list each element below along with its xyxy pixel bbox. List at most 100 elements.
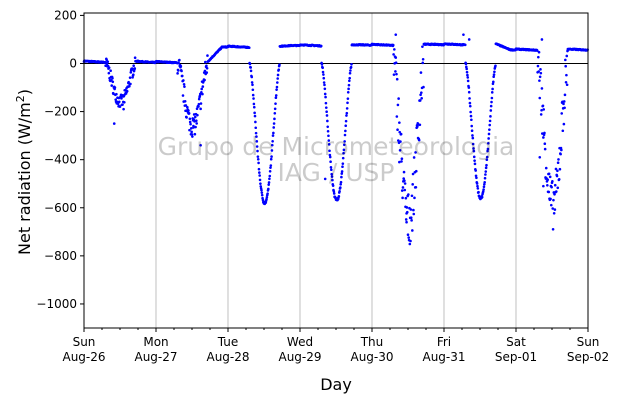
data-point bbox=[276, 81, 279, 84]
data-point bbox=[330, 168, 333, 172]
data-point bbox=[347, 87, 350, 91]
data-point bbox=[542, 184, 545, 188]
data-point bbox=[341, 162, 345, 165]
data-point bbox=[274, 94, 278, 97]
data-point bbox=[420, 96, 423, 100]
data-point bbox=[252, 105, 256, 109]
data-point bbox=[187, 109, 190, 112]
data-point bbox=[338, 190, 341, 193]
data-point bbox=[194, 125, 197, 129]
data-point bbox=[488, 123, 492, 127]
data-point bbox=[564, 58, 567, 62]
data-point bbox=[267, 181, 271, 184]
data-point bbox=[476, 187, 480, 190]
data-point bbox=[343, 133, 347, 137]
data-point bbox=[419, 71, 423, 74]
data-point bbox=[324, 95, 327, 99]
data-point bbox=[129, 71, 133, 74]
data-point bbox=[492, 73, 496, 76]
data-point bbox=[549, 197, 552, 201]
data-point bbox=[332, 192, 336, 195]
data-point bbox=[480, 195, 484, 199]
data-point bbox=[190, 130, 193, 134]
data-point bbox=[269, 157, 273, 161]
data-point bbox=[133, 56, 137, 60]
data-point bbox=[250, 75, 254, 79]
data-point bbox=[539, 71, 543, 75]
data-point bbox=[348, 71, 352, 75]
data-point bbox=[349, 69, 352, 72]
data-point bbox=[405, 220, 408, 224]
data-point bbox=[201, 85, 205, 88]
data-point bbox=[342, 151, 345, 155]
data-point bbox=[477, 190, 480, 194]
x-tick-label-date: Aug-27 bbox=[134, 350, 177, 364]
data-point bbox=[467, 90, 471, 94]
data-point bbox=[340, 172, 344, 175]
data-point bbox=[536, 64, 540, 68]
data-point bbox=[562, 122, 566, 126]
data-point bbox=[179, 64, 183, 68]
data-point bbox=[269, 166, 272, 169]
data-point bbox=[250, 81, 254, 84]
data-point bbox=[247, 46, 251, 50]
data-point bbox=[553, 183, 557, 187]
data-point bbox=[487, 132, 491, 136]
data-point bbox=[259, 182, 262, 185]
data-point bbox=[476, 184, 479, 188]
x-tick-label-date: Aug-30 bbox=[350, 350, 393, 364]
data-point bbox=[538, 79, 541, 82]
x-tick-label-day: Thu bbox=[360, 335, 384, 349]
data-point bbox=[484, 166, 488, 170]
data-point bbox=[473, 159, 476, 162]
x-tick-label-day: Sat bbox=[506, 335, 526, 349]
data-point bbox=[403, 188, 407, 192]
watermark: Grupo de Micrometeorologia IAG / USP bbox=[158, 132, 515, 187]
data-point bbox=[272, 122, 276, 125]
data-point bbox=[329, 166, 333, 169]
data-point bbox=[472, 147, 475, 150]
data-point bbox=[560, 148, 563, 152]
data-point bbox=[421, 57, 425, 61]
data-point bbox=[120, 97, 123, 100]
data-point bbox=[483, 180, 486, 184]
data-point bbox=[331, 178, 334, 182]
data-point bbox=[255, 145, 259, 148]
data-point bbox=[109, 69, 112, 72]
data-point bbox=[185, 116, 188, 119]
data-point bbox=[181, 94, 185, 97]
data-point bbox=[114, 98, 117, 101]
data-point bbox=[539, 113, 543, 116]
data-point bbox=[473, 162, 477, 166]
y-axis-label-close: ) bbox=[15, 89, 34, 95]
data-point bbox=[197, 102, 201, 106]
data-point bbox=[269, 164, 273, 167]
x-tick-label-day: Mon bbox=[143, 335, 168, 349]
y-tick-label: 0 bbox=[69, 56, 77, 70]
data-point bbox=[556, 161, 560, 165]
data-point bbox=[117, 100, 121, 104]
data-point bbox=[331, 184, 335, 187]
data-point bbox=[349, 65, 353, 69]
data-point bbox=[419, 93, 422, 97]
data-point bbox=[350, 62, 353, 66]
data-point bbox=[324, 101, 328, 105]
data-point bbox=[186, 105, 189, 109]
data-point bbox=[252, 97, 255, 100]
data-point bbox=[421, 45, 424, 48]
data-point bbox=[327, 139, 331, 142]
data-point bbox=[274, 102, 277, 105]
data-point bbox=[394, 70, 397, 73]
y-axis-label-main: Net radiation (W/m bbox=[15, 102, 34, 255]
data-point bbox=[467, 86, 471, 89]
data-point bbox=[404, 196, 408, 200]
data-point bbox=[323, 92, 327, 96]
data-point bbox=[556, 186, 560, 190]
data-point bbox=[330, 172, 333, 176]
data-point bbox=[538, 75, 542, 79]
data-point bbox=[482, 185, 486, 189]
data-point bbox=[180, 69, 183, 73]
data-point bbox=[256, 149, 259, 153]
data-point bbox=[393, 48, 396, 51]
data-point bbox=[123, 100, 126, 104]
